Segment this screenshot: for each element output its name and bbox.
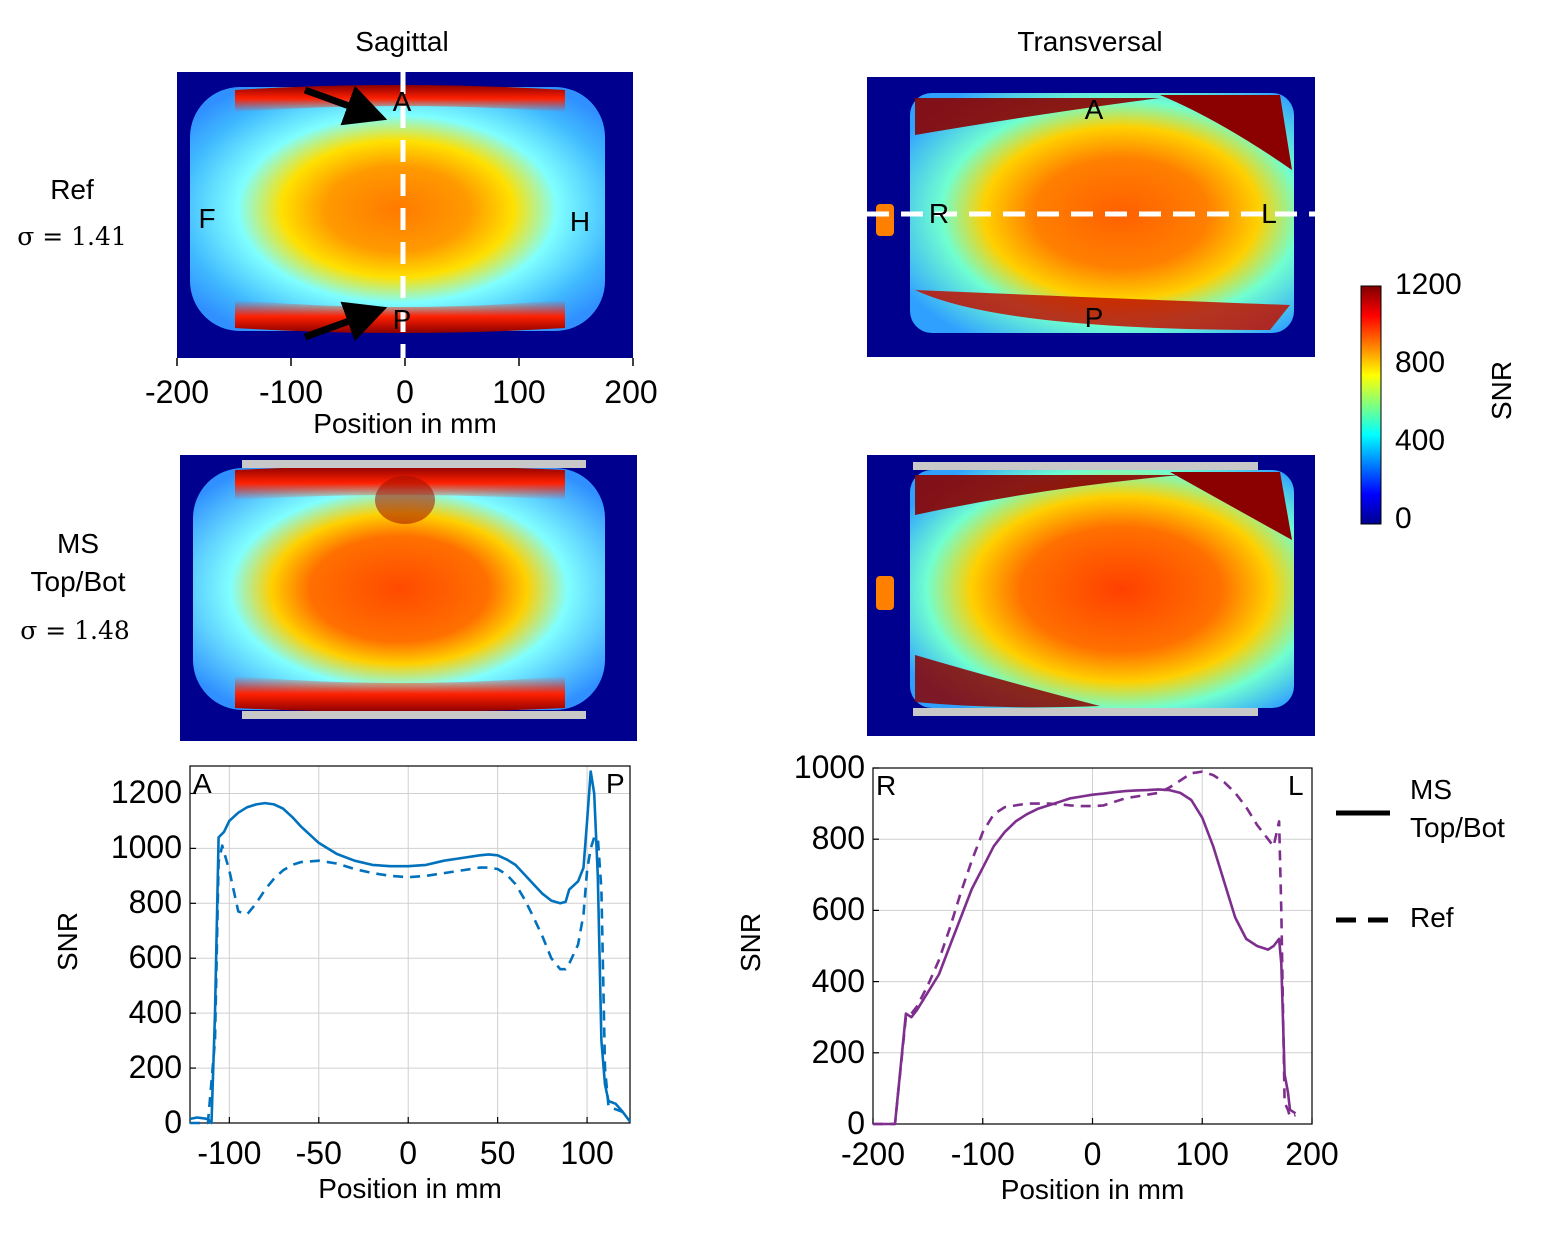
sagittal-title: Sagittal	[355, 26, 449, 57]
y-axis-label: SNR	[735, 912, 766, 972]
sagittal-map-xtick: -200	[144, 374, 210, 410]
x-tick-label: 200	[1285, 1136, 1339, 1172]
ref-row-label: Ref	[50, 174, 94, 205]
sagittal-top-holder	[242, 460, 586, 468]
y-tick-label: 1000	[110, 829, 182, 866]
colorbar-tick: 800	[1395, 346, 1446, 379]
ms-row-label-line2: Top/Bot	[30, 566, 126, 597]
corner-label-left: R	[876, 770, 897, 801]
transversal-title: Transversal	[1017, 26, 1163, 57]
x-tick-label: 100	[1175, 1136, 1229, 1172]
x-axis-label: Position in mm	[318, 1173, 502, 1204]
y-tick-label: 1200	[110, 774, 182, 811]
colorbar-tick: 0	[1395, 502, 1412, 535]
x-tick-label: -50	[295, 1135, 342, 1171]
x-tick-label: -200	[840, 1136, 906, 1172]
sagittal-map-xtick: -100	[258, 374, 324, 410]
transversal-label-left: L	[1261, 198, 1277, 229]
legend-solid-label-line1: MS	[1410, 774, 1452, 805]
ref-sigma: σ = 1.41	[17, 222, 127, 251]
sagittal-ms-map	[180, 455, 637, 741]
sagittal-label-feet: F	[198, 203, 216, 234]
transversal-label-anterior: A	[1084, 94, 1104, 125]
transversal-bottom-holder	[913, 708, 1258, 716]
corner-label-right: L	[1288, 770, 1304, 801]
x-tick-label: 100	[560, 1135, 614, 1171]
sagittal-profile-chart	[189, 765, 632, 1125]
sagittal-bottom-holder	[242, 711, 586, 719]
anterior-arrow	[303, 85, 388, 126]
sagittal-map-xaxis	[176, 358, 634, 366]
ms-row-label-line1: MS	[57, 528, 99, 559]
sagittal-map-xlabel: Position in mm	[313, 408, 497, 439]
transversal-label-right: R	[928, 198, 950, 229]
sagittal-map-xtick: 200	[604, 374, 658, 410]
sagittal-label-posterior: P	[392, 304, 412, 335]
x-tick-label: 0	[1083, 1136, 1102, 1172]
x-axis-label: Position in mm	[1000, 1174, 1185, 1205]
posterior-arrow	[303, 301, 388, 342]
x-tick-label: -100	[950, 1136, 1015, 1172]
x-tick-label: -100	[197, 1135, 262, 1171]
transversal-ref-map	[867, 77, 1315, 357]
colorbar-tick: 1200	[1395, 268, 1462, 301]
y-tick-label: 1000	[793, 749, 865, 785]
y-tick-label: 800	[128, 884, 182, 921]
transversal-label-posterior: P	[1084, 302, 1104, 333]
ms-sigma: σ = 1.48	[20, 616, 130, 645]
sagittal-label-anterior: A	[392, 86, 412, 117]
colorbar-tick: 400	[1395, 424, 1446, 457]
corner-label-left: A	[193, 768, 212, 799]
colorbar-label: SNR	[1486, 360, 1517, 420]
corner-label-right: P	[606, 768, 625, 799]
sagittal-label-head: H	[569, 206, 591, 237]
sagittal-map-xtick: 100	[492, 374, 546, 410]
sagittal-series-ref	[190, 836, 624, 1125]
y-tick-label: 0	[847, 1105, 865, 1141]
sagittal-map-xtick: 0	[396, 374, 414, 410]
plot-frame	[189, 765, 631, 1124]
transversal-series-ms-top-bot	[873, 788, 1297, 1126]
y-tick-label: 200	[811, 1033, 865, 1070]
x-tick-label: 50	[479, 1135, 516, 1171]
legend-solid-label-line2: Top/Bot	[1410, 812, 1505, 843]
transversal-series-ref	[873, 770, 1296, 1126]
x-tick-label: 0	[399, 1135, 418, 1171]
sagittal-series-ms-top-bot	[189, 770, 632, 1125]
transversal-ms-map	[867, 455, 1315, 736]
y-tick-label: 400	[128, 994, 182, 1031]
y-tick-label: 400	[811, 962, 865, 999]
y-tick-label: 600	[811, 891, 865, 928]
y-tick-label: 600	[128, 939, 182, 976]
legend-dashed-label: Ref	[1410, 902, 1454, 933]
colorbar	[1360, 285, 1382, 525]
transversal-top-holder	[913, 462, 1258, 470]
transversal-profile-chart	[872, 767, 1313, 1126]
y-axis-label: SNR	[52, 911, 83, 971]
y-tick-label: 0	[164, 1104, 182, 1140]
y-tick-label: 200	[128, 1049, 182, 1086]
y-tick-label: 800	[811, 820, 865, 857]
